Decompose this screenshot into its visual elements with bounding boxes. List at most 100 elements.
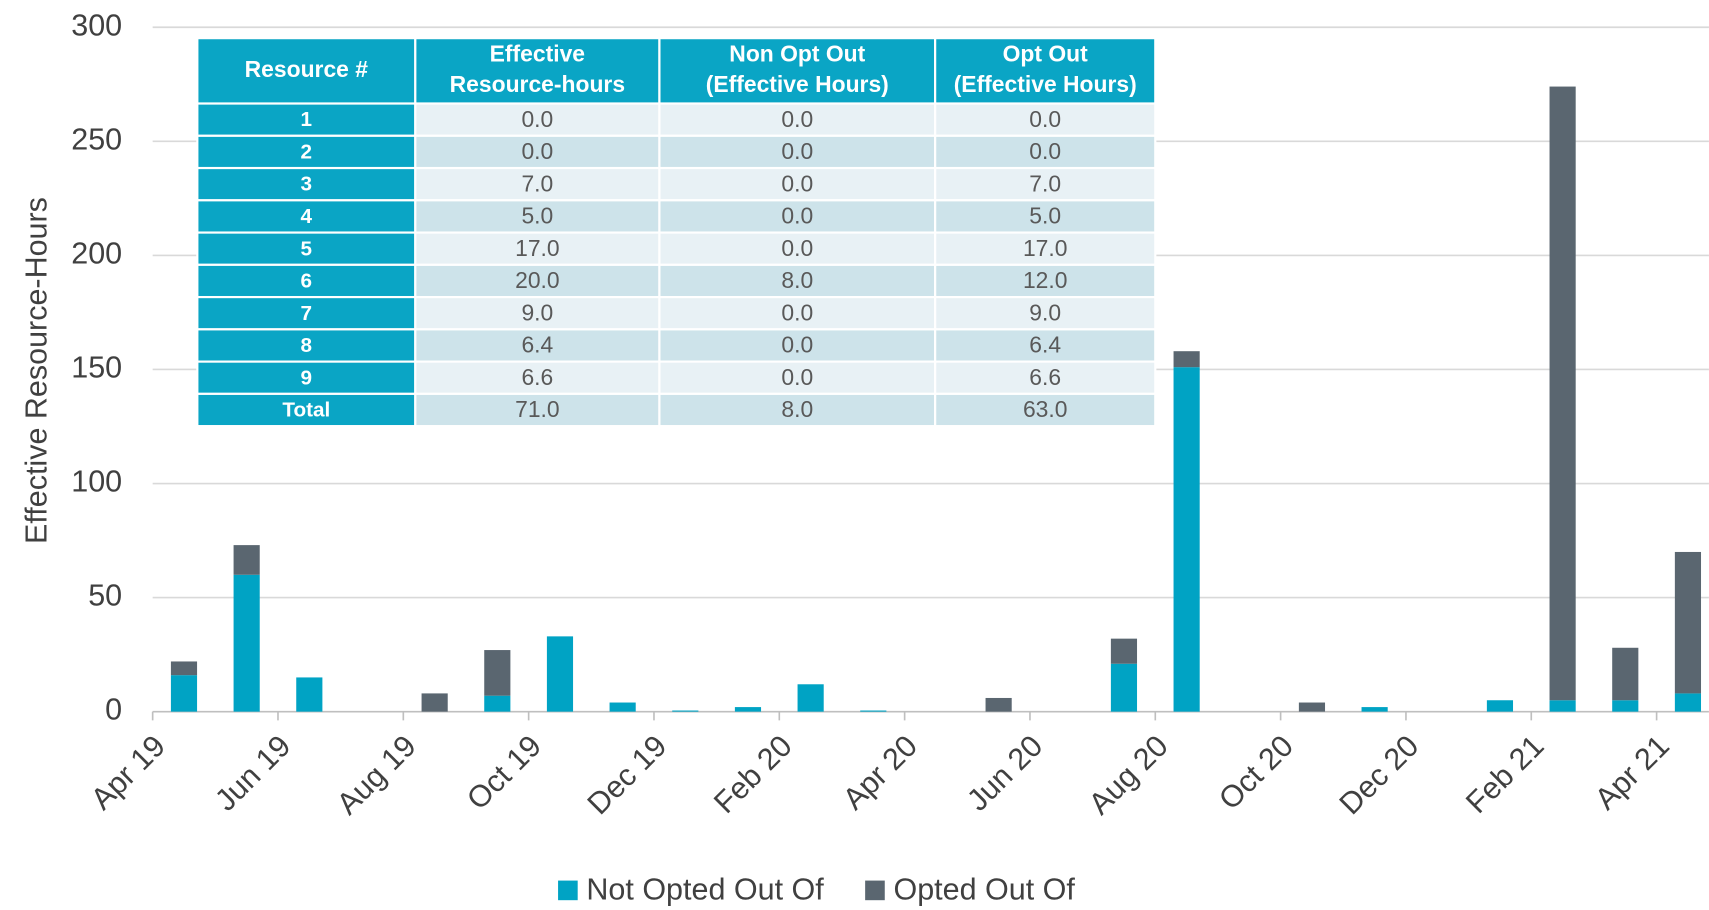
table-header-text: Effective [490, 41, 585, 67]
table-cell [934, 199, 1157, 234]
table-cell [658, 295, 937, 331]
table-cell-text: 5 [301, 237, 313, 260]
table-cell-text: 9.0 [521, 299, 553, 325]
table-cell [934, 231, 1157, 266]
table-cell-text: 0.0 [781, 364, 813, 390]
bar-segment [1549, 700, 1576, 712]
bar-segment [1361, 707, 1388, 712]
table-header-text: (Effective Hours) [954, 71, 1137, 97]
table-cell-text: 6.4 [521, 332, 553, 358]
table-cell [658, 360, 937, 395]
table-cell-text: 0.0 [781, 106, 813, 132]
bar-segment [672, 710, 699, 712]
bar-segment [734, 707, 762, 712]
table-cell-text: 8 [301, 334, 313, 357]
x-tick-label: Oct 20 [1212, 729, 1300, 817]
table-cell [658, 263, 937, 299]
x-tick-label: Apr 20 [836, 729, 924, 817]
table-cell-text: 17.0 [1023, 235, 1068, 261]
x-tick-label: Apr 21 [1588, 729, 1676, 817]
table-cell-text: 8.0 [781, 267, 813, 293]
y-tick-label: 250 [71, 122, 122, 156]
table-cell-text: 71.0 [515, 396, 560, 422]
table-cell-text: 0.0 [781, 170, 813, 196]
table-cell [934, 102, 1157, 137]
x-tick-label: Jun 19 [209, 729, 298, 818]
bar-segment [484, 695, 511, 712]
table-cell [934, 360, 1157, 395]
legend-label: Opted Out Of [893, 873, 1075, 907]
bar-segment [296, 677, 323, 712]
table-cell-text: 63.0 [1023, 396, 1068, 422]
table-header-cell [196, 37, 417, 105]
x-tick-label: Dec 20 [1333, 729, 1425, 821]
table-cell-text: 0.0 [781, 299, 813, 325]
table-cell-text: 0.0 [521, 106, 553, 132]
table-cell [934, 166, 1157, 202]
bar-segment [1110, 638, 1138, 664]
bar-segment [609, 702, 636, 712]
table-header-cell [934, 37, 1157, 105]
table-header-text: Resource-hours [450, 71, 625, 97]
x-tick-label: Apr 19 [84, 729, 172, 817]
y-tick-label: 300 [71, 8, 122, 42]
table-header-text: Non Opt Out [729, 41, 865, 67]
bar-segment [1549, 86, 1576, 701]
table-cell-text: 17.0 [515, 235, 560, 261]
table-cell-text: 0.0 [781, 138, 813, 164]
y-tick-label: 100 [71, 465, 122, 499]
table-cell-text: 5.0 [1029, 203, 1061, 229]
table-cell [414, 328, 661, 363]
bar-segment [1173, 367, 1200, 712]
bar-segment [985, 697, 1012, 712]
bar-segment [1173, 351, 1200, 368]
bar-segment [1298, 702, 1326, 712]
table-cell [658, 134, 937, 170]
table-cell-text: 0.0 [781, 203, 813, 229]
table-cell [414, 392, 661, 428]
table-cell [196, 166, 417, 202]
table-cell-text: 12.0 [1023, 267, 1068, 293]
table-cell-text: 5.0 [521, 203, 553, 229]
table-cell-text: 7 [301, 302, 313, 325]
table-cell-text: 0.0 [521, 138, 553, 164]
legend-swatch [558, 880, 578, 901]
table-cell [196, 295, 417, 331]
x-tick-label: Oct 19 [460, 729, 548, 817]
bar-segment [421, 693, 448, 712]
table-cell [414, 166, 661, 202]
table-cell [934, 392, 1157, 428]
bar-segment [170, 675, 198, 712]
legend-label: Not Opted Out Of [586, 873, 824, 907]
x-tick-label: Dec 19 [581, 729, 673, 821]
table-cell [934, 328, 1157, 363]
table-cell-text: 7.0 [521, 170, 553, 196]
table-cell [934, 263, 1157, 299]
table-header-cell [414, 37, 661, 105]
bar-segment [170, 661, 198, 676]
bar-segment [484, 650, 511, 696]
table-cell-text: 1 [301, 108, 313, 131]
bar-segment [233, 545, 260, 575]
x-tick-label: Feb 20 [707, 729, 798, 820]
table-cell-text: 7.0 [1029, 170, 1061, 196]
y-tick-label: 200 [71, 236, 122, 270]
table-cell-text: 4 [301, 205, 313, 228]
table-cell-text: 0.0 [1029, 106, 1061, 132]
bar-segment [797, 684, 824, 712]
bar-segment [1612, 647, 1639, 701]
bar-segment [546, 636, 574, 712]
table-cell-text: 0.0 [781, 235, 813, 261]
table-header-text: Resource # [245, 56, 369, 82]
table-cell-text: 6.4 [1029, 332, 1061, 358]
y-tick-label: 150 [71, 351, 122, 385]
table-header-text: Opt Out [1003, 41, 1089, 67]
bar-segment [1674, 693, 1702, 712]
bar-segment [860, 710, 887, 712]
table-cell [414, 295, 661, 331]
table-cell-text: 8.0 [781, 396, 813, 422]
x-tick-label: Jun 20 [961, 729, 1050, 818]
x-tick-label: Feb 21 [1459, 729, 1550, 820]
y-tick-label: 0 [105, 693, 122, 727]
